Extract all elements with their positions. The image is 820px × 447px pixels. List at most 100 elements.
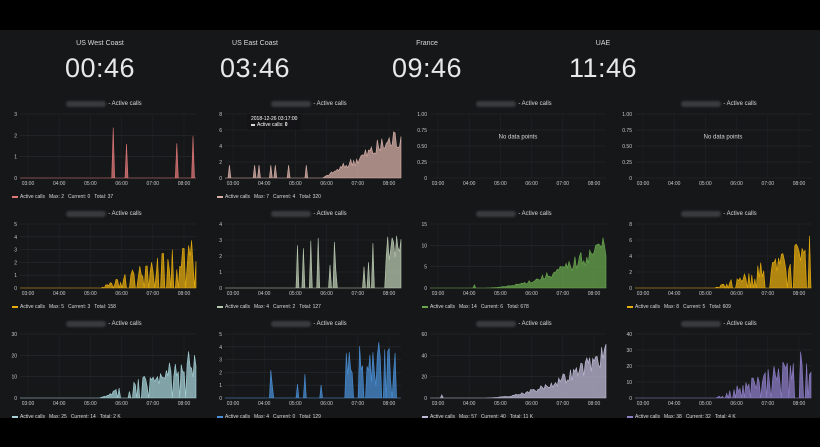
legend-series-name: Active calls — [20, 414, 46, 420]
panel-legend[interactable]: Active calls Max: 4 Current: 0 Total: 129 — [217, 414, 321, 420]
series-area — [430, 237, 607, 289]
chart-svg[interactable]: 0 10 20 30 40 03:00 04:00 05:00 06:00 07:00 08:00 — [621, 328, 817, 410]
y-tick-label: 5 — [219, 332, 222, 338]
panel-title[interactable]: - Active calls — [211, 211, 407, 218]
x-tick-label: 05:00 — [494, 291, 507, 297]
legend-swatch — [217, 415, 223, 418]
y-tick-label: 0 — [219, 396, 222, 402]
panel-legend[interactable]: Active calls Max: 14 Current: 6 Total: 678 — [422, 304, 529, 310]
panel-legend[interactable]: Active calls Max: 2 Current: 0 Total: 37 — [12, 194, 113, 200]
graph-panel[interactable]: - Active calls 0 0.25 0.50 0.75 1.00 03:00 04:0… — [621, 96, 817, 202]
chart-svg[interactable]: 0 1 2 3 4 5 03:00 04:00 05:00 06:00 07:00 08:00 — [211, 328, 407, 410]
legend-max: Max: 57 — [459, 414, 477, 420]
series-area — [20, 127, 196, 179]
x-tick-label: 08:00 — [178, 181, 191, 187]
panel-legend[interactable]: Active calls Max: 38 Current: 32 Total: 4 K — [627, 414, 736, 420]
graph-panel[interactable]: - Active calls 0 20 40 60 03:00 04:00 05:00 06:0… — [416, 316, 612, 422]
y-tick-label: 1 — [219, 383, 222, 389]
panel-title[interactable]: - Active calls — [416, 101, 612, 108]
panel-legend[interactable]: Active calls Max: 57 Current: 40 Total: 11 … — [422, 414, 533, 420]
chart-svg[interactable]: 0 10 20 30 03:00 04:00 05:00 06:00 07:00 08:00 — [6, 328, 202, 410]
legend-max: Max: 38 — [664, 414, 682, 420]
y-tick-label: 10 — [421, 243, 427, 249]
graph-panel[interactable]: - Active calls 0 0.25 0.50 0.75 1.00 03:00 04:0… — [416, 96, 612, 202]
x-tick-label: 03:00 — [432, 401, 445, 407]
panel-title[interactable]: - Active calls — [6, 101, 202, 108]
graph-panel[interactable]: - Active calls 0 1 2 3 4 5 03:00 04:00 05:00 06:00… — [6, 206, 202, 312]
x-tick-label: 06:00 — [115, 181, 128, 187]
x-tick-label: 07:00 — [557, 181, 570, 187]
y-tick-label: 0 — [424, 286, 427, 292]
panel-title[interactable]: - Active calls — [621, 101, 817, 108]
x-tick-label: 05:00 — [289, 291, 302, 297]
x-tick-label: 06:00 — [730, 291, 743, 297]
panel-title[interactable]: - Active calls — [621, 321, 817, 328]
chart-svg[interactable]: 0 2 4 6 8 03:00 04:00 05:00 06:00 07:00 08:00 — [621, 218, 817, 300]
y-tick-label: 20 — [626, 364, 632, 370]
panel-title[interactable]: - Active calls — [416, 211, 612, 218]
x-tick-label: 03:00 — [432, 291, 445, 297]
graph-panel[interactable]: - Active calls 0 1 2 3 03:00 04:00 05:00 06:00 07… — [6, 96, 202, 202]
clock-us-west: US West Coast 00:46 — [0, 30, 200, 84]
x-tick-label: 08:00 — [383, 181, 396, 187]
chart-svg[interactable]: 0 5 10 15 03:00 04:00 05:00 06:00 07:00 08:00 — [416, 218, 612, 300]
legend-total: Total: 129 — [299, 414, 321, 420]
x-tick-label: 07:00 — [147, 181, 160, 187]
panel-title[interactable]: - Active calls — [6, 321, 202, 328]
x-tick-label: 08:00 — [793, 401, 806, 407]
y-tick-label: 2 — [14, 133, 17, 139]
panel-title[interactable]: - Active calls — [211, 101, 407, 108]
legend-max: Max: 14 — [459, 304, 477, 310]
panel-title[interactable]: - Active calls — [211, 321, 407, 328]
graph-panel[interactable]: - Active calls 0 10 20 30 40 03:00 04:00 05:00 06… — [621, 316, 817, 422]
y-tick-label: 4 — [629, 254, 632, 260]
panel-legend[interactable]: Active calls Max: 5 Current: 3 Total: 158 — [12, 304, 116, 310]
x-tick-label: 06:00 — [320, 291, 333, 297]
x-tick-label: 05:00 — [699, 401, 712, 407]
redacted-name — [476, 321, 517, 327]
y-tick-label: 0 — [629, 176, 632, 182]
y-tick-label: 5 — [424, 265, 427, 271]
panel-title[interactable]: - Active calls — [621, 211, 817, 218]
panel-legend[interactable]: Active calls Max: 25 Current: 14 Total: 2 K — [12, 414, 121, 420]
panel-title[interactable]: - Active calls — [416, 321, 612, 328]
redacted-name — [476, 211, 517, 217]
y-tick-label: 0 — [219, 286, 222, 292]
chart-svg[interactable]: 0 0.25 0.50 0.75 1.00 03:00 04:00 05:00 06:00 07:… — [416, 108, 612, 190]
panel-title[interactable]: - Active calls — [6, 211, 202, 218]
tooltip-label: Active calls: — [257, 122, 285, 128]
graph-panel[interactable]: - Active calls 0 2 4 6 8 03:00 04:00 05:00 06:00 0… — [621, 206, 817, 312]
y-tick-label: 1.00 — [622, 112, 632, 118]
chart-svg[interactable]: 0 1 2 3 4 03:00 04:00 05:00 06:00 07:00 08:00 — [211, 218, 407, 300]
y-tick-label: 2 — [219, 160, 222, 166]
legend-swatch — [422, 305, 428, 308]
y-tick-label: 30 — [11, 332, 17, 338]
chart-svg[interactable]: 0 20 40 60 03:00 04:00 05:00 06:00 07:00 08:00 — [416, 328, 612, 410]
legend-max: Max: 2 — [49, 194, 65, 200]
no-data-message: No data points — [704, 134, 743, 140]
y-tick-label: 0.50 — [417, 144, 427, 150]
panel-title-text: - Active calls — [723, 321, 757, 327]
panel-legend[interactable]: Active calls Max: 7 Current: 4 Total: 320 — [217, 194, 321, 200]
chart-svg[interactable]: 0 1 2 3 03:00 04:00 05:00 06:00 07:00 08:00 — [6, 108, 202, 190]
graph-panel[interactable]: - Active calls 0 5 10 15 03:00 04:00 05:00 06:00… — [416, 206, 612, 312]
chart-svg[interactable]: 0 0.25 0.50 0.75 1.00 03:00 04:00 05:00 06:00 07:… — [621, 108, 817, 190]
x-tick-label: 05:00 — [289, 401, 302, 407]
graph-panel[interactable]: - Active calls 0 1 2 3 4 5 03:00 04:00 05:00 06:00… — [211, 316, 407, 422]
y-tick-label: 4 — [14, 235, 17, 241]
legend-series-name: Active calls — [20, 304, 46, 310]
panel-legend[interactable]: Active calls Max: 4 Current: 2 Total: 127 — [217, 304, 321, 310]
panel-legend[interactable]: Active calls Max: 8 Current: 5 Total: 609 — [627, 304, 731, 310]
x-tick-label: 06:00 — [320, 401, 333, 407]
graph-panel[interactable]: - Active calls 0 1 2 3 4 03:00 04:00 05:00 06:00 0… — [211, 206, 407, 312]
chart-svg[interactable]: 0 1 2 3 4 5 03:00 04:00 05:00 06:00 07:00 08:00 — [6, 218, 202, 300]
x-tick-label: 06:00 — [525, 181, 538, 187]
panel-title-text: - Active calls — [108, 101, 142, 107]
graph-panel[interactable]: - Active calls 0 10 20 30 03:00 04:00 05:00 06:0… — [6, 316, 202, 422]
legend-swatch — [627, 415, 633, 418]
legend-swatch — [627, 305, 633, 308]
chart-svg[interactable]: 0 2 4 6 8 03:00 04:00 05:00 06:00 07:00 08:00 — [211, 108, 407, 190]
x-tick-label: 04:00 — [463, 291, 476, 297]
legend-total: Total: 4 K — [714, 414, 736, 420]
graph-panel[interactable]: - Active calls 0 2 4 6 8 03:00 04:00 05:00 06:00 0… — [211, 96, 407, 202]
